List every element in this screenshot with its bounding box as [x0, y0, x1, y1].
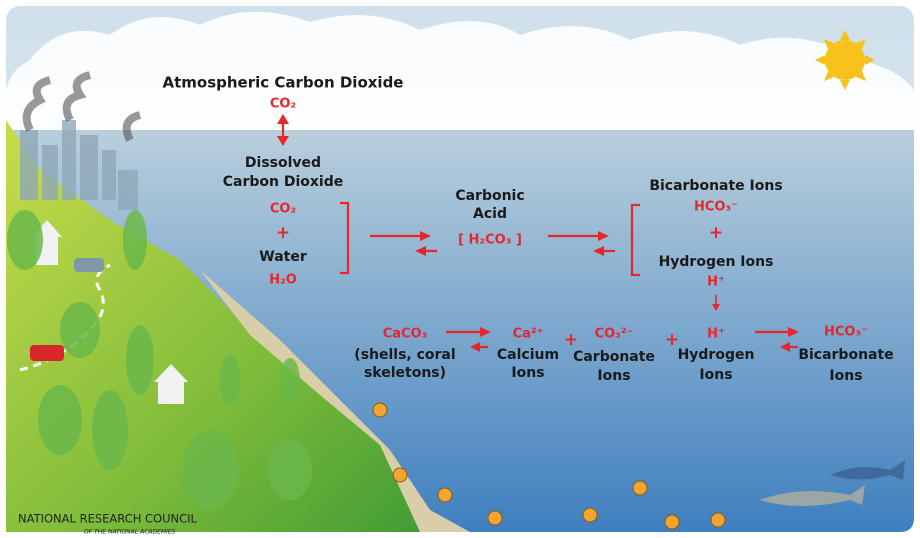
bracket [630, 203, 640, 277]
label: Ions [829, 368, 862, 384]
formula: H⁺ [707, 327, 725, 342]
bicarbonate-label: Bicarbonate Ions [649, 178, 782, 194]
dissolved-formula: CO₂ [270, 202, 296, 217]
label: Ions [511, 365, 544, 381]
carbonic-label: Acid [473, 206, 507, 222]
equilibrium-arrow [370, 231, 437, 256]
atmosphere-label: Atmospheric Carbon Dioxide [163, 74, 404, 92]
label: (shells, coral [354, 347, 455, 363]
atmosphere-formula: CO₂ [270, 97, 296, 112]
bicarbonate-formula: HCO₃⁻ [694, 200, 738, 215]
plus: + [564, 330, 578, 350]
dissolved-label: Carbon Dioxide [223, 174, 344, 190]
credit: NATIONAL RESEARCH COUNCIL [18, 512, 198, 526]
carbonic-formula: [ H₂CO₃ ] [458, 233, 522, 248]
exchange-arrow [277, 114, 289, 146]
equilibrium-arrow [755, 327, 799, 352]
plus: + [276, 223, 290, 243]
formula: CO₃²⁻ [595, 327, 634, 342]
hydrogen-label: Hydrogen Ions [659, 254, 774, 270]
credit-sub: OF THE NATIONAL ACADEMIES [84, 529, 176, 536]
hydrogen-formula: H⁺ [707, 275, 725, 290]
formula: HCO₃⁻ [824, 325, 868, 340]
carbonic-label: Carbonic [455, 188, 524, 204]
dissolved-label: Dissolved [245, 155, 321, 171]
label: Hydrogen [678, 347, 755, 363]
down-arrow [712, 295, 720, 311]
label: skeletons) [364, 365, 446, 381]
label: Calcium [497, 347, 559, 363]
formula: Ca²⁺ [513, 327, 544, 342]
label: Ions [699, 367, 732, 383]
water-label: Water [259, 249, 307, 265]
plus: + [709, 223, 723, 243]
label: Bicarbonate [798, 347, 893, 363]
equilibrium-arrow [548, 231, 615, 256]
plus: + [665, 330, 679, 350]
bracket [340, 201, 350, 275]
background [6, 6, 914, 532]
label: Carbonate [573, 349, 655, 365]
equilibrium-arrow [446, 327, 491, 352]
label: Ions [597, 368, 630, 384]
water-formula: H₂O [269, 273, 297, 288]
formula: CaCO₃ [383, 327, 428, 342]
